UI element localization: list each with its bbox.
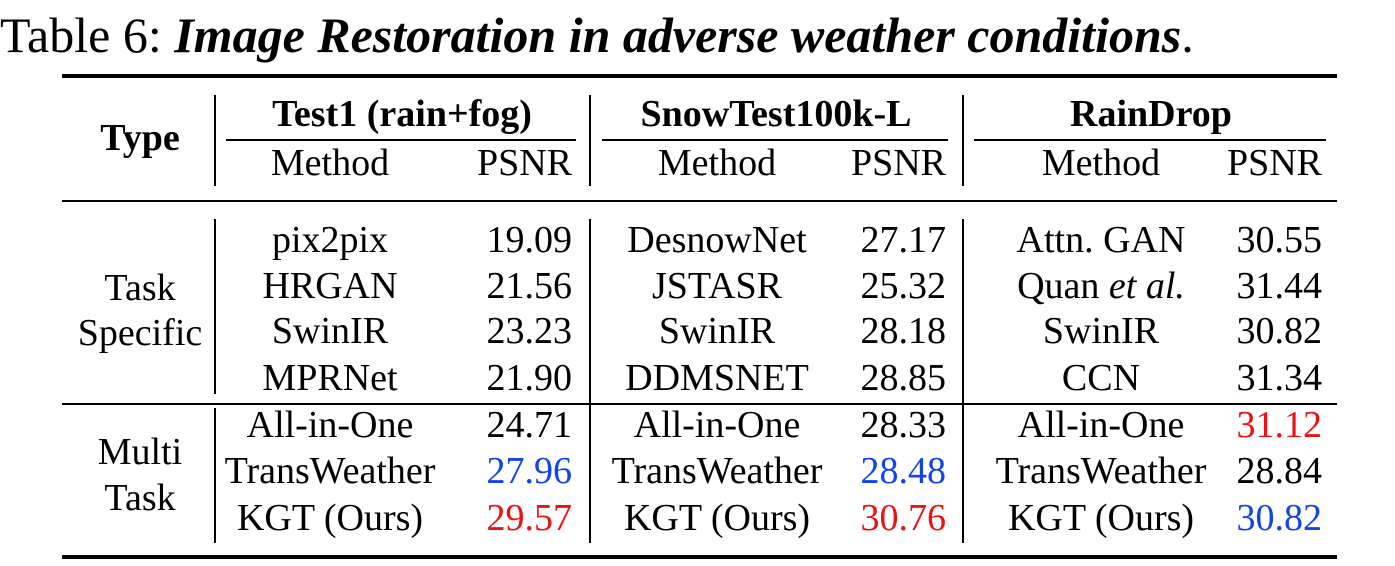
method-cell: KGT (Ours) xyxy=(598,496,836,540)
psnr-cell: 21.90 xyxy=(486,357,573,399)
method-cell: JSTASR xyxy=(598,264,836,308)
psnr-header: PSNR xyxy=(476,142,572,184)
caption-suffix: . xyxy=(1181,7,1194,63)
caption-title: Image Restoration in adverse weather con… xyxy=(174,7,1182,63)
method-cell: DesnowNet xyxy=(598,218,836,262)
method-header: Method xyxy=(270,142,390,184)
bottom-rule xyxy=(62,555,1337,559)
method-cell: HRGAN xyxy=(222,264,438,308)
method-name: KGT (Ours) xyxy=(623,497,811,539)
psnr-cell: 31.12 xyxy=(1236,404,1323,446)
column-divider xyxy=(214,219,216,394)
method-name: SwinIR xyxy=(658,310,776,352)
method-cell: pix2pix xyxy=(222,218,438,262)
method-name: JSTASR xyxy=(651,265,782,307)
table-caption: Table 6: Image Restoration in adverse we… xyxy=(0,0,1395,70)
method-name: KGT (Ours) xyxy=(1007,497,1195,539)
method-name: All-in-One xyxy=(246,404,414,446)
method-cell: SwinIR xyxy=(598,309,836,353)
column-divider xyxy=(589,219,591,543)
column-divider xyxy=(962,219,964,543)
method-name: pix2pix xyxy=(271,219,389,261)
method-cell: All-in-One xyxy=(598,403,836,447)
method-cell: TransWeather xyxy=(970,449,1232,493)
group-rule xyxy=(62,403,1337,405)
psnr-cell: 19.09 xyxy=(486,219,573,261)
method-name: All-in-One xyxy=(1017,404,1185,446)
caption-prefix: Table 6: xyxy=(0,7,175,63)
group-label-line: Task xyxy=(104,267,176,309)
method-name: SwinIR xyxy=(271,310,389,352)
dataset-header: RainDrop xyxy=(1070,93,1232,135)
dataset-underline xyxy=(974,139,1326,141)
group-label-line: Multi xyxy=(97,431,183,473)
method-cell: KGT (Ours) xyxy=(222,496,438,540)
column-divider xyxy=(962,95,964,186)
method-header: Method xyxy=(657,142,777,184)
method-name: Quan xyxy=(1017,265,1100,307)
method-name: TransWeather xyxy=(995,450,1207,492)
method-name: DesnowNet xyxy=(627,219,807,261)
method-cell: Quan et al. xyxy=(970,264,1232,308)
dataset-header: Test1 (rain+fog) xyxy=(272,93,532,135)
psnr-cell: 28.33 xyxy=(860,404,947,446)
column-divider xyxy=(214,408,216,543)
psnr-header: PSNR xyxy=(1226,142,1322,184)
method-name: SwinIR xyxy=(1042,310,1160,352)
method-cell: Attn. GAN xyxy=(970,218,1232,262)
psnr-cell: 30.82 xyxy=(1236,310,1323,352)
psnr-cell: 28.84 xyxy=(1236,450,1323,492)
psnr-cell: 28.85 xyxy=(860,357,947,399)
psnr-cell: 29.57 xyxy=(486,497,573,539)
method-cell: All-in-One xyxy=(970,403,1232,447)
method-name: MPRNet xyxy=(262,357,398,399)
psnr-cell: 31.34 xyxy=(1236,357,1323,399)
dataset-underline xyxy=(226,139,576,141)
psnr-cell: 25.32 xyxy=(860,265,947,307)
type-header: Type xyxy=(100,117,180,159)
method-name: CCN xyxy=(1061,357,1141,399)
method-name: TransWeather xyxy=(611,450,823,492)
psnr-cell: 30.76 xyxy=(860,497,947,539)
psnr-cell: 28.48 xyxy=(860,450,947,492)
method-name: HRGAN xyxy=(262,265,398,307)
method-header: Method xyxy=(1041,142,1161,184)
psnr-cell: 23.23 xyxy=(486,310,573,352)
method-suffix: et al. xyxy=(1108,265,1185,307)
method-name: KGT (Ours) xyxy=(236,497,424,539)
method-cell: TransWeather xyxy=(598,449,836,493)
method-name: All-in-One xyxy=(633,404,801,446)
method-name: Attn. GAN xyxy=(1016,219,1186,261)
psnr-cell: 27.17 xyxy=(860,219,947,261)
method-cell: CCN xyxy=(970,356,1232,400)
method-cell: All-in-One xyxy=(222,403,438,447)
psnr-cell: 31.44 xyxy=(1236,265,1323,307)
method-name: DDMSNET xyxy=(625,357,809,399)
group-label-line: Task xyxy=(104,477,176,519)
dataset-header: SnowTest100k-L xyxy=(640,93,912,135)
psnr-cell: 21.56 xyxy=(486,265,573,307)
dataset-underline xyxy=(602,139,948,141)
header-rule xyxy=(62,200,1337,202)
column-divider xyxy=(214,95,216,186)
psnr-cell: 30.55 xyxy=(1236,219,1323,261)
method-cell: MPRNet xyxy=(222,356,438,400)
column-divider xyxy=(589,95,591,186)
method-cell: KGT (Ours) xyxy=(970,496,1232,540)
method-cell: SwinIR xyxy=(970,309,1232,353)
psnr-cell: 24.71 xyxy=(486,404,573,446)
group-label-line: Specific xyxy=(77,312,203,354)
psnr-header: PSNR xyxy=(850,142,946,184)
method-name: TransWeather xyxy=(224,450,436,492)
psnr-cell: 28.18 xyxy=(860,310,947,352)
top-rule xyxy=(62,74,1337,78)
psnr-cell: 27.96 xyxy=(486,450,573,492)
method-cell: SwinIR xyxy=(222,309,438,353)
method-cell: DDMSNET xyxy=(598,356,836,400)
psnr-cell: 30.82 xyxy=(1236,497,1323,539)
method-cell: TransWeather xyxy=(222,449,438,493)
